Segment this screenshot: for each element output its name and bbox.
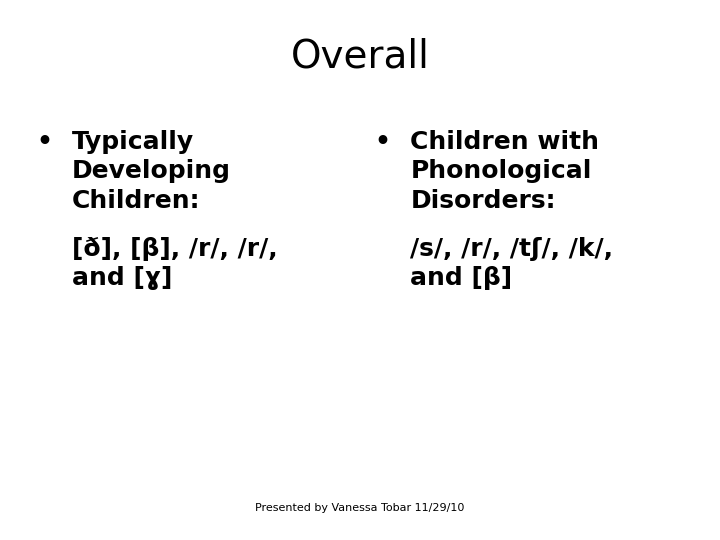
Text: Disorders:: Disorders: [410,189,556,213]
Text: •: • [36,130,52,153]
Text: and [β]: and [β] [410,266,513,291]
Text: •: • [374,130,390,153]
Text: Children with: Children with [410,130,599,153]
Text: Children:: Children: [72,189,200,213]
Text: and [ɣ]: and [ɣ] [72,266,172,291]
Text: Phonological: Phonological [410,159,592,183]
Text: Overall: Overall [291,38,429,76]
Text: Typically: Typically [72,130,194,153]
Text: Developing: Developing [72,159,231,183]
Text: /s/, /r/, /tʃ/, /k/,: /s/, /r/, /tʃ/, /k/, [410,237,613,261]
Text: [ð], [β], /r/, /r/,: [ð], [β], /r/, /r/, [72,237,278,261]
Text: Presented by Vanessa Tobar 11/29/10: Presented by Vanessa Tobar 11/29/10 [256,503,464,513]
